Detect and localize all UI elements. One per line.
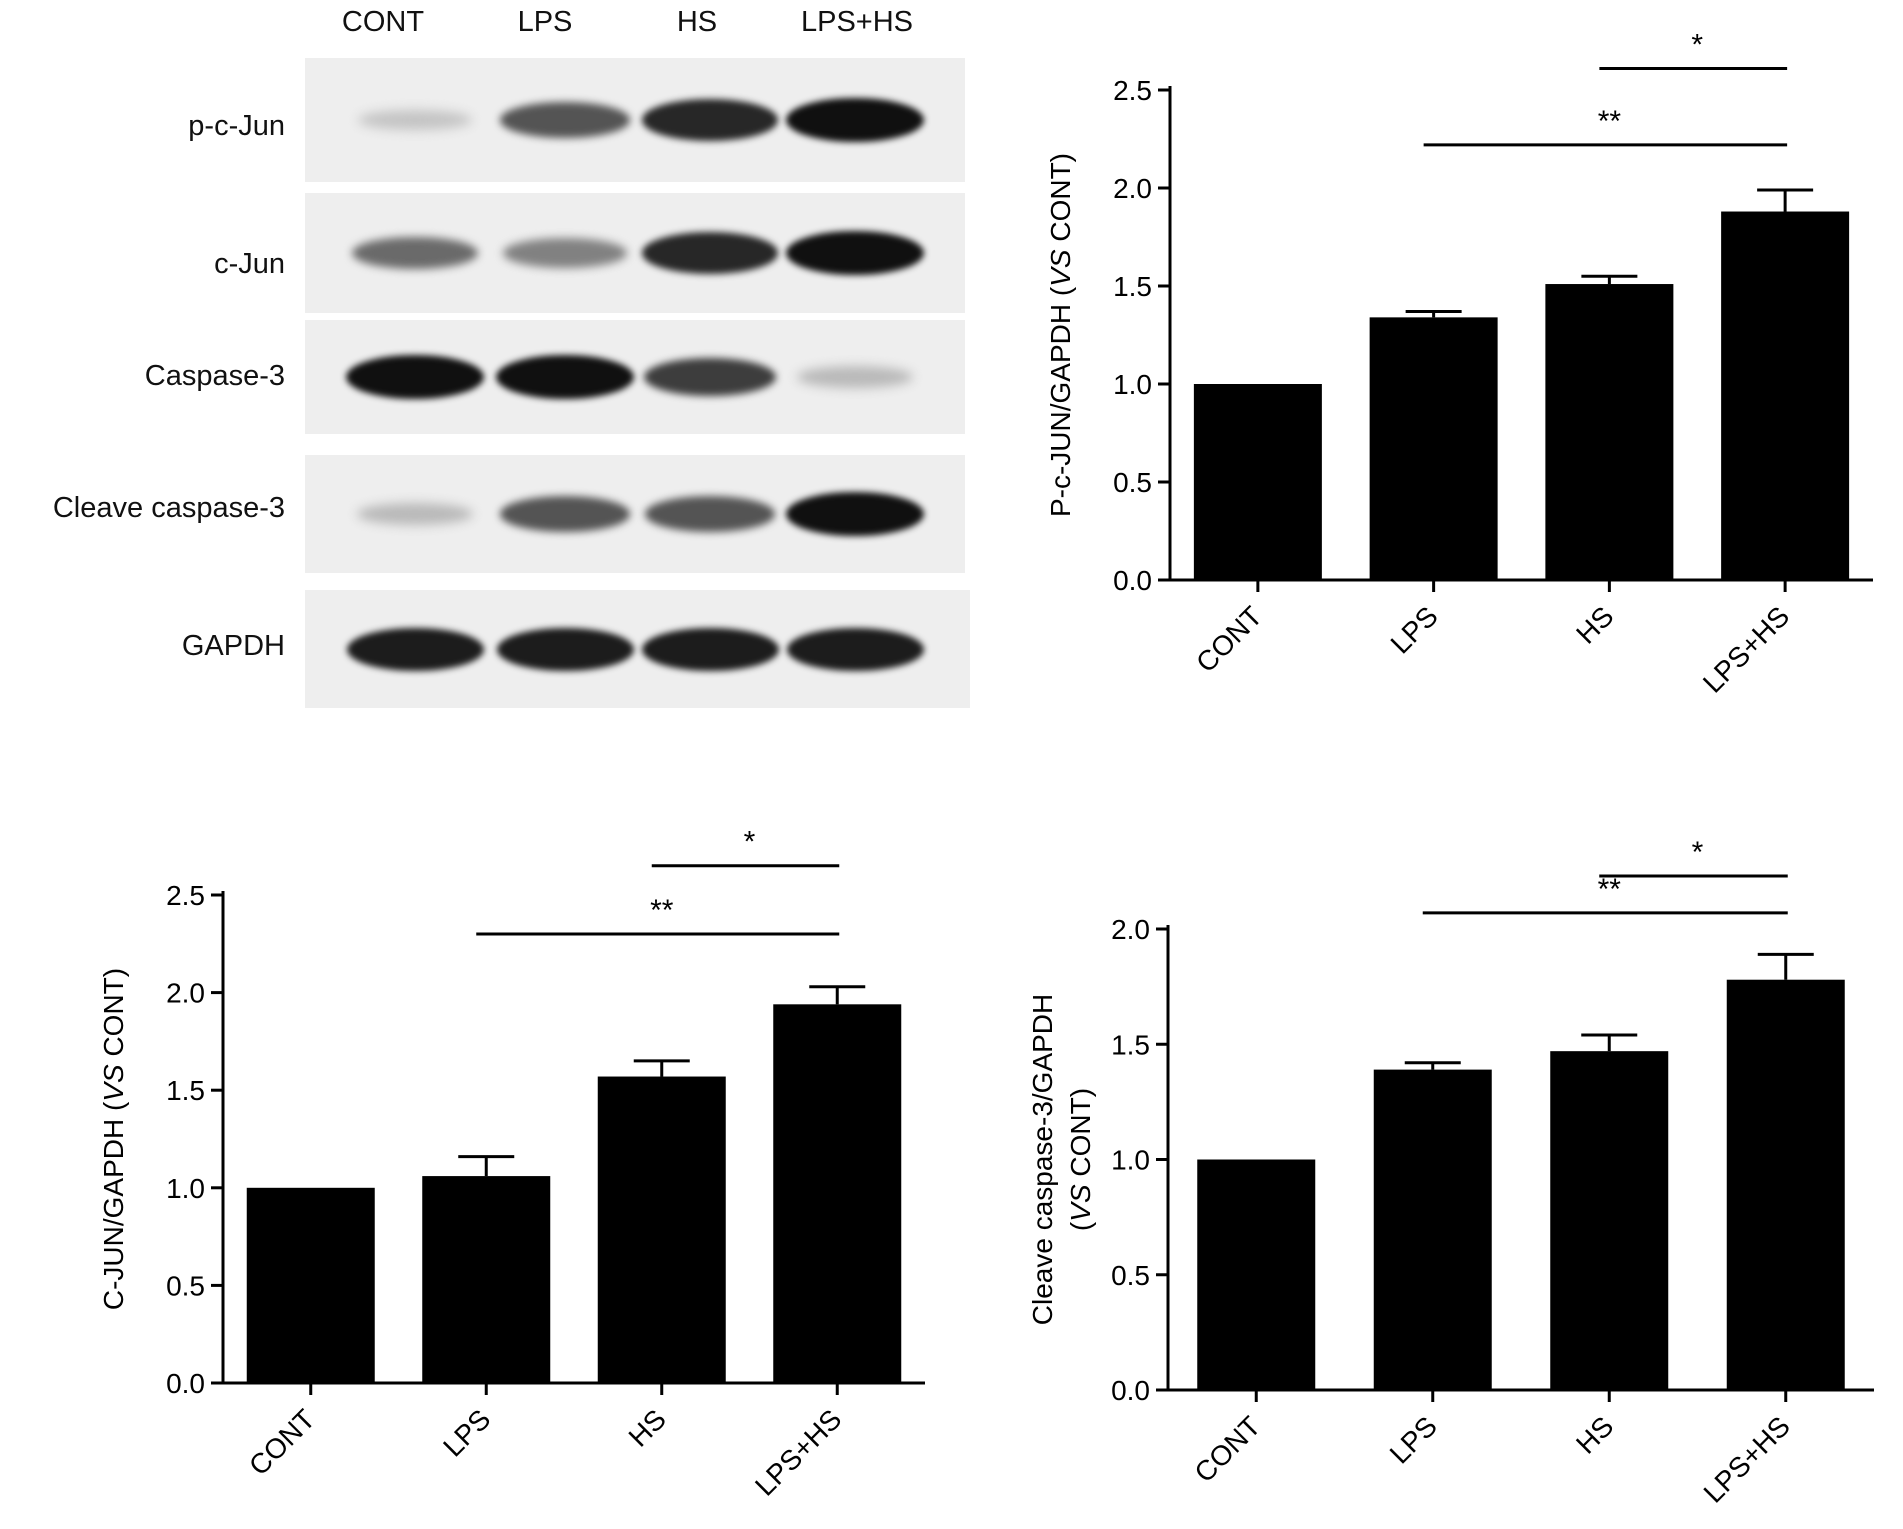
blot-band-1-lane-2 — [500, 102, 630, 138]
blot-band-4-lane-1 — [357, 503, 473, 525]
chart-c-jun: 0.0 0.5 1.0 1.5 2.0 2.5 CONT LPS HS LPS+HS * ** C-JU… — [40, 800, 960, 1529]
blot-band-2-lane-1 — [351, 236, 479, 270]
blot-band-1-lane-1 — [357, 109, 473, 131]
y-axis-label: C-JUN/GAPDH (VS CONT) — [98, 968, 129, 1310]
chart-p-c-jun: 0.0 0.5 1.0 1.5 2.0 2.5 CONT LPS HS LPS+HS * ** P-c-… — [1020, 0, 1900, 760]
y-tick-label: 1.0 — [1113, 369, 1152, 400]
significance-label: * — [1692, 836, 1704, 869]
significance-label: ** — [1598, 873, 1622, 906]
y-tick-label: 0.5 — [1111, 1260, 1150, 1291]
blot-band-5-lane-1 — [346, 627, 484, 671]
y-tick-label: 0.5 — [166, 1270, 205, 1301]
bar-hs — [597, 1076, 726, 1383]
protein-label-cleave-caspase-3: Cleave caspase-3 — [52, 492, 285, 524]
blot-band-1-lane-3 — [642, 99, 778, 141]
blot-strip-c-jun — [305, 193, 965, 313]
y-axis-label: Cleave caspase-3/GAPDH — [1027, 994, 1058, 1325]
y-tick-label: 2.0 — [166, 978, 205, 1009]
bar-lps — [1369, 317, 1498, 580]
blot-band-4-lane-2 — [500, 496, 630, 532]
bar-lps-hs — [773, 1004, 902, 1383]
y-tick-label: 0.0 — [1111, 1375, 1150, 1406]
y-tick-label: 0.0 — [166, 1368, 205, 1399]
x-tick-label: HS — [623, 1403, 672, 1452]
protein-label-caspase-3: Caspase-3 — [144, 360, 285, 392]
blot-band-5-lane-3 — [641, 627, 779, 671]
y-tick-label: 1.5 — [1111, 1029, 1150, 1060]
bar-lps-hs — [1726, 979, 1845, 1390]
bar-lps — [1373, 1069, 1492, 1390]
x-tick-label: CONT — [1190, 600, 1268, 678]
y-tick-label: 2.5 — [166, 880, 205, 911]
y-tick-label: 1.5 — [166, 1075, 205, 1106]
blot-band-5-lane-4 — [786, 627, 924, 671]
bar-cont — [1197, 1159, 1316, 1390]
protein-label-p-c-jun: p-c-Jun — [188, 110, 285, 142]
bar-hs — [1550, 1051, 1669, 1390]
lane-label-lps: LPS — [517, 6, 573, 38]
blot-strip-cleave-caspase-3 — [305, 455, 965, 573]
x-tick-label: LPS — [1384, 1410, 1443, 1469]
x-tick-label: LPS — [1385, 600, 1444, 659]
blot-band-4-lane-3 — [645, 496, 775, 532]
blot-strip-gapdh — [305, 590, 970, 708]
blot-strip-p-c-jun — [305, 58, 965, 182]
y-tick-label: 0.5 — [1113, 467, 1152, 498]
y-tick-label: 1.0 — [1111, 1145, 1150, 1176]
y-tick-label: 2.0 — [1113, 173, 1152, 204]
bar-cont — [1193, 384, 1322, 580]
x-tick-label: HS — [1570, 1410, 1619, 1459]
blot-band-3-lane-1 — [345, 354, 485, 400]
y-axis-label-line2: (VS CONT) — [1065, 1088, 1096, 1231]
y-tick-label: 2.0 — [1111, 914, 1150, 945]
western-blot-panel: CONT LPS HS LPS+HS p-c-Jun c-Jun Caspase… — [0, 0, 990, 720]
bar-cont — [246, 1187, 375, 1383]
blot-band-2-lane-2 — [503, 238, 627, 268]
lane-label-lps-hs: LPS+HS — [800, 6, 914, 38]
x-tick-label: HS — [1570, 600, 1619, 649]
lane-label-hs: HS — [676, 6, 718, 38]
significance-label: ** — [1598, 105, 1622, 138]
blot-band-3-lane-4 — [797, 366, 913, 388]
x-tick-label: LPS — [437, 1403, 496, 1462]
blot-band-5-lane-2 — [496, 627, 634, 671]
bar-hs — [1545, 284, 1674, 580]
protein-label-gapdh: GAPDH — [181, 630, 285, 662]
significance-label: * — [744, 826, 756, 859]
x-tick-label: LPS+HS — [749, 1403, 847, 1501]
lane-label-cont: CONT — [341, 6, 425, 38]
significance-label: * — [1691, 28, 1703, 61]
y-tick-label: 1.5 — [1113, 271, 1152, 302]
blot-band-4-lane-4 — [785, 491, 925, 537]
bar-lps-hs — [1721, 211, 1850, 580]
blot-strip-caspase-3 — [305, 320, 965, 434]
x-tick-label: CONT — [1188, 1410, 1266, 1488]
x-tick-label: LPS+HS — [1697, 600, 1795, 698]
blot-band-3-lane-3 — [643, 357, 777, 397]
blot-band-2-lane-4 — [785, 230, 925, 276]
x-tick-label: CONT — [243, 1403, 321, 1481]
blot-band-3-lane-2 — [495, 354, 635, 400]
y-tick-label: 0.0 — [1113, 565, 1152, 596]
x-tick-label: LPS+HS — [1698, 1410, 1796, 1508]
y-tick-label: 2.5 — [1113, 75, 1152, 106]
bar-lps — [422, 1176, 551, 1383]
blot-band-1-lane-4 — [785, 97, 925, 143]
y-tick-label: 1.0 — [166, 1173, 205, 1204]
blot-band-2-lane-3 — [642, 232, 778, 274]
y-axis-label: P-c-JUN/GAPDH (VS CONT) — [1045, 153, 1076, 517]
significance-label: ** — [650, 894, 674, 927]
chart-cleave-caspase-3: 0.0 0.5 1.0 1.5 2.0 CONT LPS HS LPS+HS * ** Cleave … — [1020, 800, 1900, 1529]
protein-label-c-jun: c-Jun — [214, 248, 285, 280]
